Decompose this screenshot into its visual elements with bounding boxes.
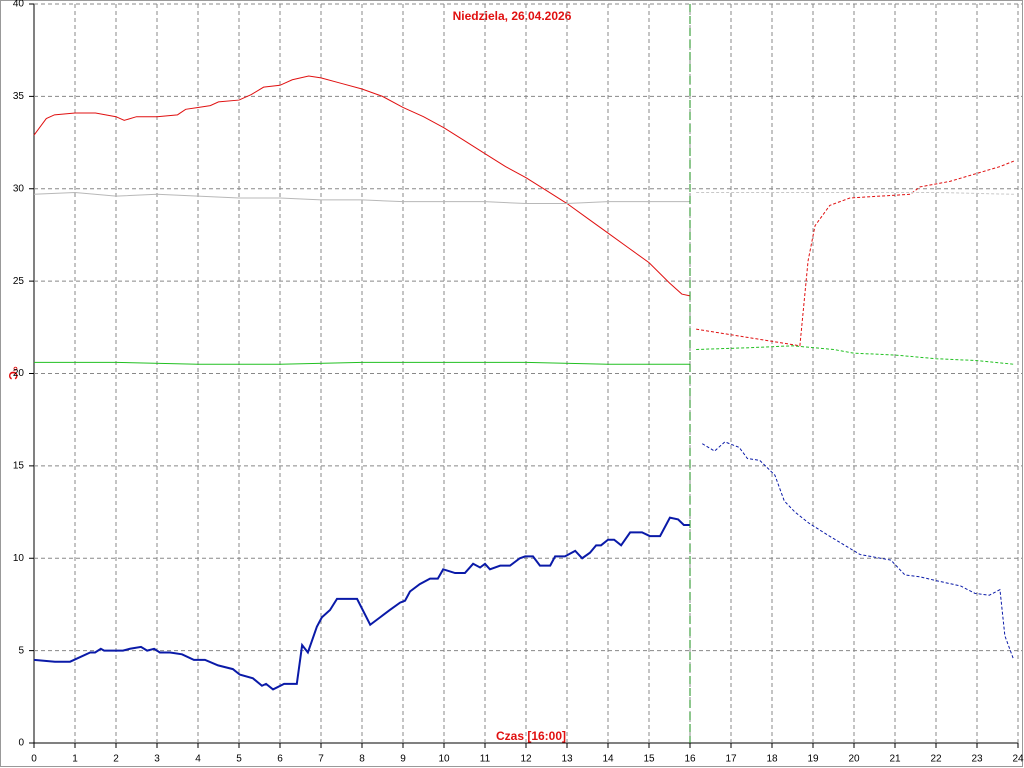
y-tick-label: 5 bbox=[18, 645, 24, 656]
y-tick-label: 10 bbox=[13, 553, 25, 564]
y-tick-label: 40 bbox=[13, 0, 25, 10]
x-tick-label: 7 bbox=[318, 754, 324, 765]
x-tick-label: 13 bbox=[561, 754, 573, 765]
chart-title: Niedziela, 26.04.2026 bbox=[453, 9, 572, 23]
series-line bbox=[702, 441, 1014, 659]
y-tick-label: 15 bbox=[13, 461, 25, 472]
y-tick-label: 35 bbox=[13, 91, 25, 102]
x-tick-label: 17 bbox=[725, 754, 737, 765]
x-tick-label: 23 bbox=[971, 754, 983, 765]
x-tick-label: 19 bbox=[807, 754, 819, 765]
x-tick-label: 9 bbox=[400, 754, 406, 765]
x-tick-label: 6 bbox=[277, 754, 283, 765]
x-tick-label: 22 bbox=[930, 754, 942, 765]
x-tick-label: 21 bbox=[889, 754, 901, 765]
series-line bbox=[33, 75, 691, 297]
x-tick-label: 4 bbox=[195, 754, 201, 765]
y-tick-label: 25 bbox=[13, 276, 25, 287]
series-line bbox=[696, 160, 1015, 347]
x-tick-label: 16 bbox=[684, 754, 696, 765]
x-tick-label: 12 bbox=[520, 754, 532, 765]
series-line bbox=[696, 191, 1014, 195]
x-tick-label: 15 bbox=[643, 754, 655, 765]
y-tick-label: 0 bbox=[18, 738, 24, 749]
x-tick-label: 10 bbox=[438, 754, 450, 765]
x-tick-label: 24 bbox=[1012, 754, 1024, 765]
x-tick-label: 1 bbox=[72, 754, 78, 765]
y-axis-label: °C bbox=[6, 366, 20, 380]
series-line bbox=[34, 361, 690, 365]
x-tick-label: 5 bbox=[236, 754, 242, 765]
y-tick-label: 30 bbox=[13, 183, 25, 194]
y-tick-label: 20 bbox=[13, 368, 25, 379]
x-tick-label: 2 bbox=[113, 754, 119, 765]
x-tick-label: 14 bbox=[602, 754, 614, 765]
series-line bbox=[696, 345, 1014, 365]
series-line bbox=[33, 516, 690, 691]
x-tick-label: 8 bbox=[359, 754, 365, 765]
x-axis-label: Czas [16:00] bbox=[496, 729, 566, 743]
x-tick-label: 3 bbox=[154, 754, 160, 765]
x-tick-label: 20 bbox=[848, 754, 860, 765]
x-tick-label: 18 bbox=[766, 754, 778, 765]
x-tick-label: 11 bbox=[480, 754, 491, 765]
x-tick-label: 0 bbox=[31, 754, 37, 765]
series-line bbox=[33, 191, 690, 205]
